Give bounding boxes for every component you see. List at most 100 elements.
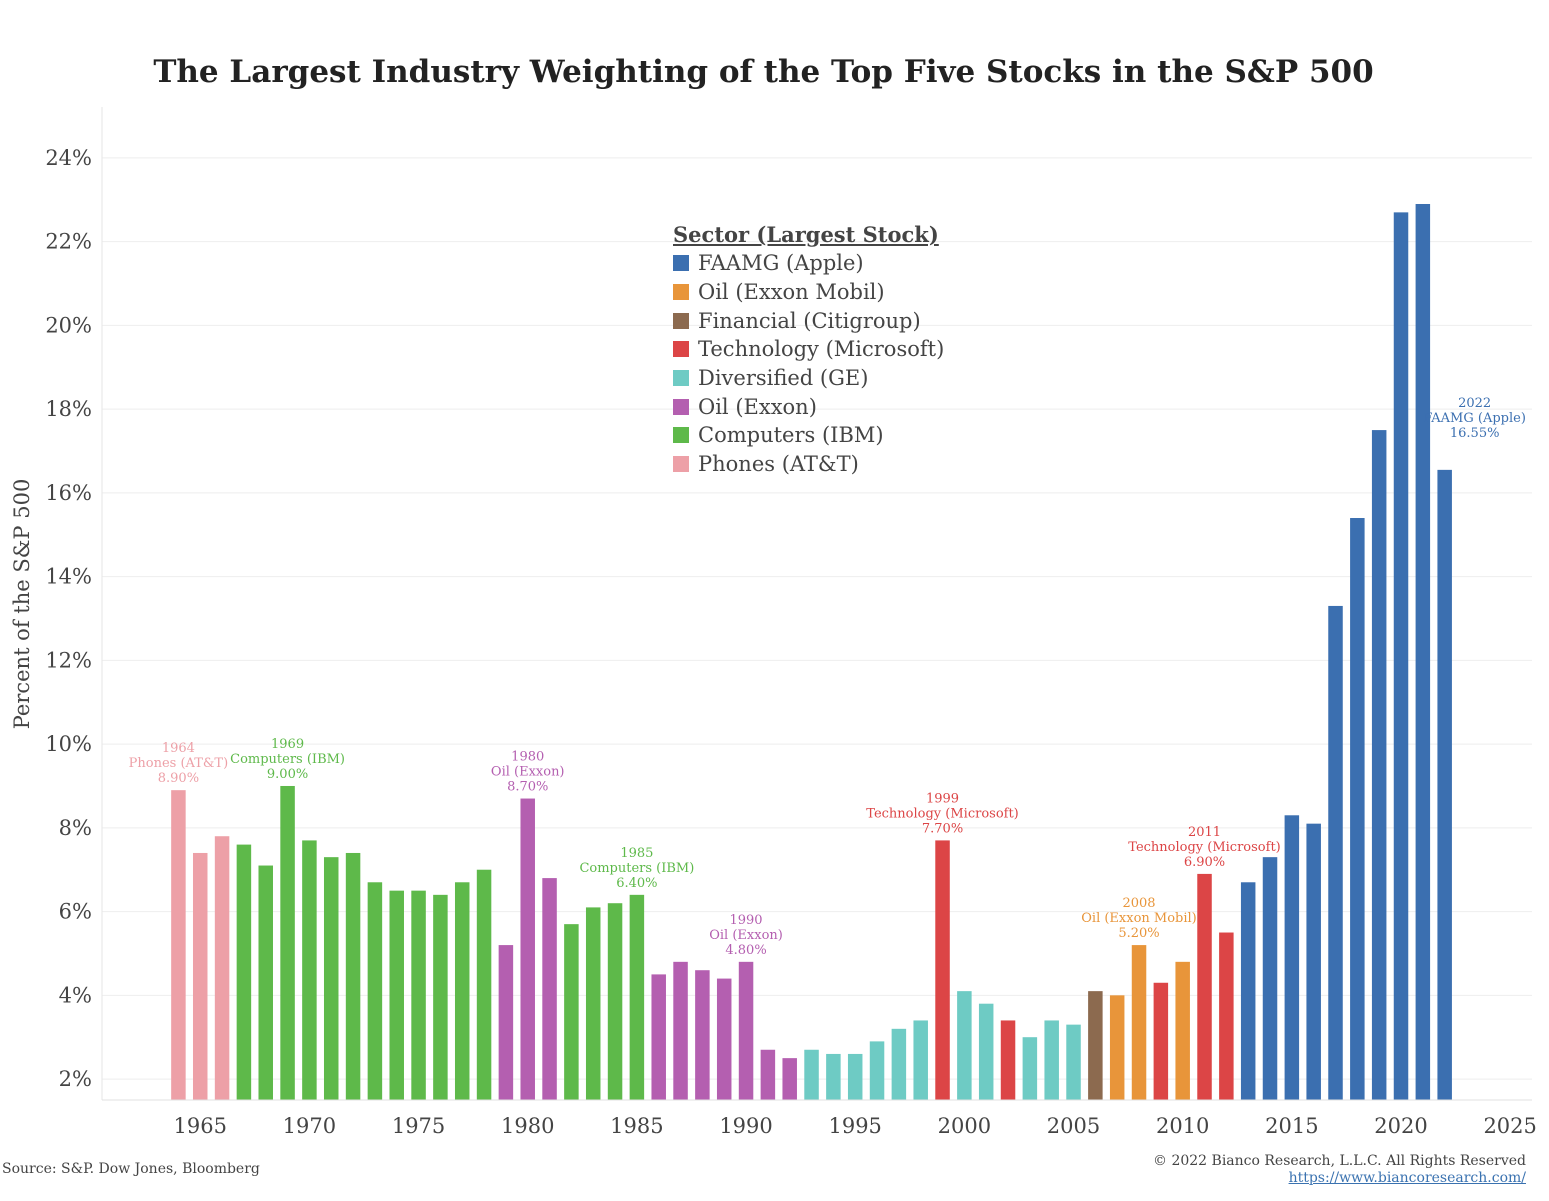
annotation-label: 1985 — [620, 846, 653, 861]
bar-2005 — [1066, 1024, 1081, 1100]
legend-swatch — [673, 312, 689, 329]
y-tick-label: 6% — [59, 900, 92, 924]
bar-1993 — [804, 1049, 819, 1100]
legend-item: Oil (Exxon) — [673, 392, 944, 421]
y-tick-label: 8% — [59, 816, 92, 840]
legend-swatch — [673, 370, 689, 387]
bar-1969 — [280, 785, 295, 1100]
bar-1964 — [171, 790, 186, 1100]
bar-2003 — [1022, 1037, 1038, 1100]
bar-2020 — [1393, 212, 1409, 1100]
annotation-label: 6.90% — [1184, 855, 1225, 870]
annotation-label: 4.80% — [725, 943, 766, 958]
bar-2010 — [1175, 961, 1190, 1100]
bars — [171, 203, 1452, 1101]
legend-item: FAAMG (Apple) — [673, 249, 944, 278]
x-tick-label: 1985 — [610, 1114, 663, 1138]
annotation-label: Technology (Microsoft) — [1128, 840, 1280, 855]
legend-swatch — [673, 427, 689, 444]
bar-2015 — [1284, 815, 1300, 1100]
bar-1972 — [345, 852, 361, 1100]
annotation-label: 2011 — [1188, 825, 1221, 840]
legend-item: Computers (IBM) — [673, 421, 944, 450]
legend-label: Diversified (GE) — [698, 366, 869, 391]
legend-label: Technology (Microsoft) — [698, 337, 945, 362]
legend-label: Phones (AT&T) — [698, 452, 859, 477]
annotation-label: Phones (AT&T) — [129, 756, 229, 771]
x-tick-label: 2010 — [1156, 1114, 1209, 1138]
legend-label: FAAMG (Apple) — [698, 251, 864, 276]
legend-swatch — [673, 398, 689, 415]
bar-1982 — [564, 924, 579, 1100]
annotation-label: Computers (IBM) — [579, 861, 694, 876]
legend-label: Oil (Exxon) — [698, 394, 817, 419]
bar-1978 — [476, 869, 492, 1100]
annotation-label: 2008 — [1122, 896, 1155, 911]
y-tick-label: 14% — [45, 565, 92, 589]
bar-1970 — [302, 840, 317, 1100]
bar-1973 — [367, 882, 383, 1100]
x-tick-label: 2005 — [1047, 1114, 1100, 1138]
x-tick-label: 1975 — [392, 1114, 445, 1138]
bar-2009 — [1153, 982, 1169, 1100]
bar-2001 — [978, 1003, 994, 1100]
annotation-label: FAAMG (Apple) — [1423, 411, 1526, 426]
x-tick-label: 1990 — [719, 1114, 772, 1138]
annotation-label: Computers (IBM) — [230, 752, 345, 767]
x-tick-label: 2020 — [1374, 1114, 1427, 1138]
bar-1979 — [498, 945, 514, 1100]
bar-1994 — [826, 1053, 841, 1100]
bar-2011 — [1197, 873, 1212, 1100]
y-tick-label: 20% — [45, 313, 92, 337]
gridlines — [102, 157, 1532, 1080]
bar-2013 — [1240, 882, 1256, 1100]
annotation-label: Oil (Exxon) — [709, 928, 783, 943]
legend-swatch — [673, 284, 689, 301]
legend-item: Financial (Citigroup) — [673, 306, 944, 335]
source-url-link[interactable]: https://www.biancoresearch.com/ — [1288, 1170, 1526, 1186]
bar-1968 — [258, 865, 273, 1100]
bar-2004 — [1044, 1020, 1059, 1100]
annotation-label: Oil (Exxon Mobil) — [1081, 911, 1197, 926]
legend-swatch — [673, 255, 689, 272]
bar-1977 — [454, 882, 470, 1100]
annotation-label: 7.70% — [922, 821, 963, 836]
bar-1990 — [738, 961, 754, 1100]
bar-2021 — [1415, 203, 1431, 1100]
legend-label: Computers (IBM) — [698, 423, 884, 448]
legend-swatch — [673, 341, 689, 358]
legend-label: Oil (Exxon Mobil) — [698, 280, 885, 305]
copyright-note: © 2022 Bianco Research, L.L.C. All Right… — [1153, 1153, 1526, 1169]
bar-1985 — [629, 894, 645, 1100]
bar-1998 — [913, 1020, 928, 1100]
y-tick-label: 12% — [45, 648, 92, 672]
y-tick-label: 24% — [45, 146, 92, 170]
annotation-label: 1980 — [511, 750, 544, 765]
bar-1976 — [433, 894, 448, 1100]
legend-label: Financial (Citigroup) — [698, 308, 921, 333]
annotation-label: Technology (Microsoft) — [866, 806, 1018, 821]
bar-1988 — [695, 970, 710, 1100]
x-tick-label: 1995 — [828, 1114, 881, 1138]
bar-2007 — [1109, 995, 1125, 1100]
annotation-label: 8.90% — [158, 771, 199, 786]
bar-1991 — [760, 1049, 776, 1100]
bar-2019 — [1371, 430, 1387, 1101]
legend-item: Technology (Microsoft) — [673, 335, 944, 364]
bar-2022 — [1437, 469, 1452, 1100]
annotation-label: 2022 — [1458, 396, 1491, 411]
legend-swatch — [673, 456, 689, 473]
annotation-label: 5.20% — [1118, 926, 1159, 941]
y-tick-label: 4% — [59, 983, 92, 1007]
source-note: Source: S&P. Dow Jones, Bloomberg — [2, 1161, 260, 1177]
bar-2008 — [1131, 945, 1147, 1100]
bar-1997 — [891, 1028, 907, 1100]
annotation-label: 1969 — [271, 737, 304, 752]
bar-2016 — [1306, 823, 1321, 1100]
annotation-label: 1990 — [729, 913, 762, 928]
bar-1965 — [192, 852, 208, 1100]
bar-2018 — [1350, 518, 1365, 1100]
y-tick-label: 18% — [45, 397, 92, 421]
x-tick-label: 2025 — [1483, 1114, 1536, 1138]
